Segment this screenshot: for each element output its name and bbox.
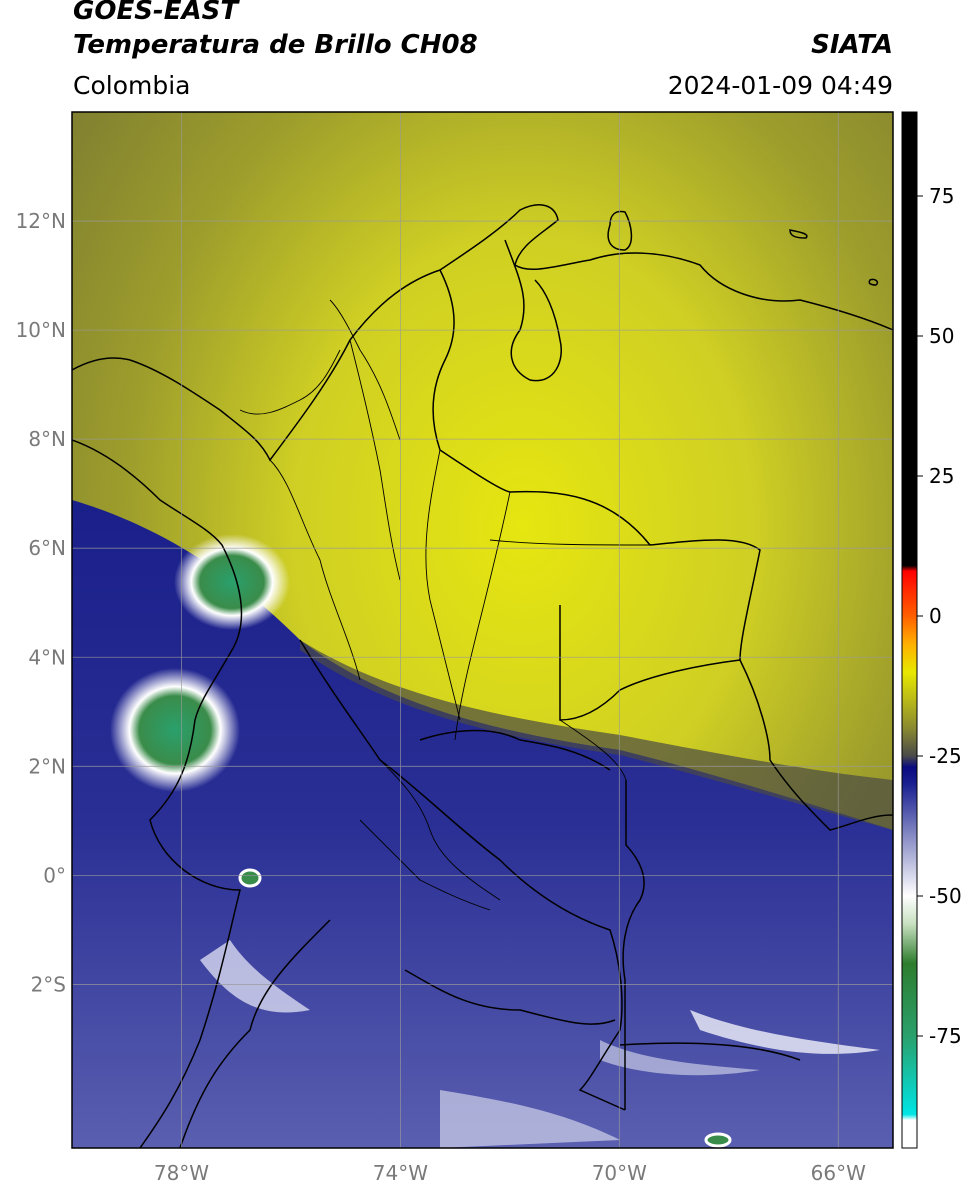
lat-tick-label: 4°N [28,645,66,669]
lon-tick-label: 74°W [373,1161,428,1185]
department-border [379,759,501,901]
title-line-2: Temperatura de Brillo CH08 [73,30,478,60]
timestamp-label: 2024-01-09 04:49 [667,71,893,100]
national-border [622,780,645,1110]
colorbar [902,112,917,1148]
department-border [359,819,491,911]
national-border [299,639,626,1111]
convective-cell [174,534,290,630]
national-border [419,729,611,771]
lon-tick-labels: 78°W 74°W 70°W 66°W [154,1161,866,1185]
national-border [404,969,616,1025]
lon-tick-label: 70°W [592,1161,647,1185]
national-border [619,1042,801,1061]
colorbar-tick-label: 25 [929,464,954,488]
lat-tick-label: 2°N [28,754,66,778]
island-coastline [607,210,633,251]
department-border [559,719,627,781]
convective-cell [704,1132,732,1148]
borders [72,204,893,1148]
department-border [349,339,401,581]
lat-tick-label: 2°S [31,972,66,996]
island-coastline [789,229,808,239]
colorbar-frame [901,111,918,1149]
national-border [739,659,893,831]
island-coastline [868,278,879,286]
cloud-wisp [600,1040,760,1076]
maracaibo-coastline [504,239,562,382]
department-border [454,491,511,741]
colorbar-tick-label: 50 [929,324,954,348]
lon-tick-label: 78°W [154,1161,209,1185]
lat-tick-label: 0° [43,863,66,887]
transition-band [300,640,893,830]
colorbar-tick-label: -50 [929,884,962,908]
map-panel [72,112,893,1148]
convective-cell [110,668,240,792]
national-border [179,919,331,1148]
pacific-coastline [72,439,243,1148]
department-border [269,459,361,681]
lon-tick-label: 66°W [811,1161,866,1185]
national-border [432,269,761,721]
department-border [425,449,461,721]
department-border [239,349,341,415]
cloud-wisp [440,1090,620,1148]
lat-tick-label: 12°N [16,209,66,233]
lat-tick-label: 6°N [28,536,66,560]
colorbar-ticks: 75 50 25 0 -25 -50 -75 [917,184,962,1048]
department-borders [239,299,651,911]
region-label: Colombia [73,71,191,100]
colorbar-tick-label: -25 [929,744,962,768]
lat-tick-label: 8°N [28,427,66,451]
cloud-wisp [200,940,310,1013]
title-line-1: GOES-EAST [73,0,239,26]
cloud-wisp [690,1010,880,1054]
department-border [329,299,401,441]
colorbar-tick-label: 0 [929,604,942,628]
lat-tick-labels: 12°N 10°N 8°N 6°N 4°N 2°N 0° 2°S [16,209,66,996]
convective-cell [238,868,262,888]
colorbar-tick-label: -75 [929,1024,962,1048]
colorbar-tick-label: 75 [929,184,954,208]
lat-tick-label: 10°N [16,318,66,342]
department-border [489,539,651,546]
brand-label: SIATA [811,30,893,60]
map-frame [71,111,894,1149]
cold-cloud-band [72,500,893,1148]
caribbean-coastline [72,204,893,462]
gridlines [72,112,893,1148]
